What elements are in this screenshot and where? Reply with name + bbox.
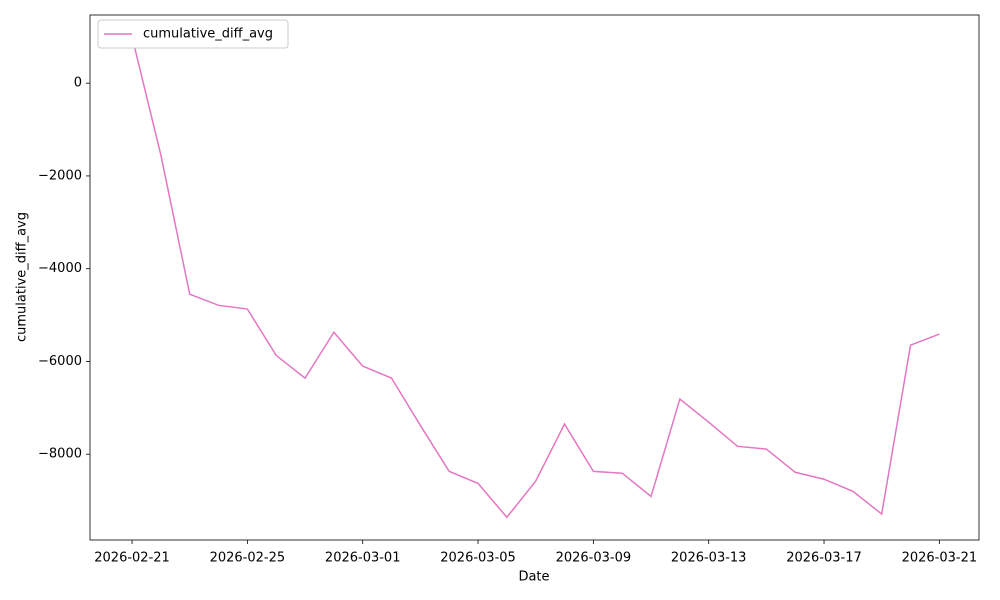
- y-tick-label: 0: [74, 76, 82, 91]
- x-tick-label: 2026-02-25: [210, 551, 286, 566]
- y-tick-label: −4000: [38, 261, 82, 276]
- y-tick-label: −2000: [38, 168, 82, 183]
- x-axis-label: Date: [518, 570, 549, 585]
- x-tick-label: 2026-03-17: [786, 551, 862, 566]
- x-tick-label: 2026-03-01: [325, 551, 401, 566]
- data-line: [131, 36, 940, 519]
- y-tick-label: −8000: [38, 447, 82, 462]
- x-tick-label: 2026-03-05: [440, 551, 516, 566]
- y-tick-label: −6000: [38, 354, 82, 369]
- legend-box: [97, 19, 289, 49]
- legend-label: cumulative_diff_avg: [143, 27, 273, 42]
- x-tick-label: 2026-03-13: [671, 551, 747, 566]
- x-tick-label: 2026-03-21: [902, 551, 978, 566]
- plot-frame: [89, 14, 980, 541]
- x-tick-label: 2026-03-09: [556, 551, 632, 566]
- x-tick-label: 2026-02-21: [94, 551, 170, 566]
- y-axis-label: cumulative_diff_avg: [15, 212, 30, 342]
